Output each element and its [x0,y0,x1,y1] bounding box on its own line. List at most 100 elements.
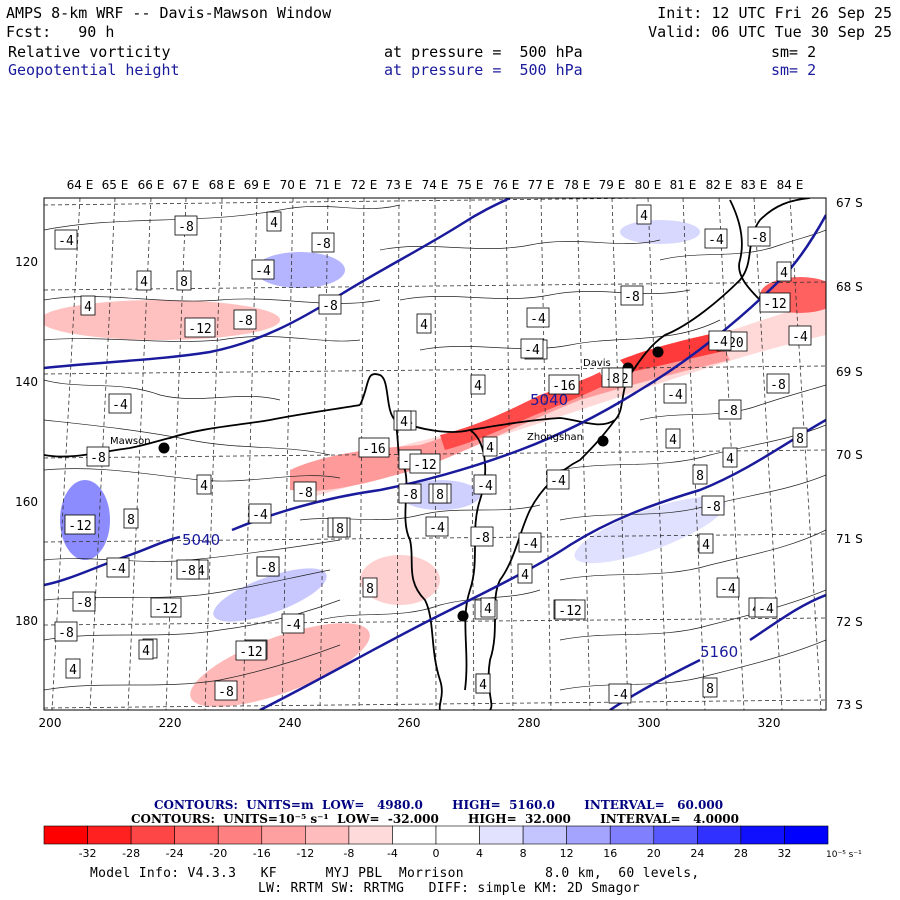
vorticity-label: -8 [72,591,96,612]
svg-text:-8: -8 [624,290,640,305]
svg-text:4: 4 [521,568,529,583]
vort-neg-max2 [620,330,738,372]
svg-text:8: 8 [706,682,714,697]
svg-text:-8: -8 [322,299,338,314]
lon-label: 84 E [777,178,804,192]
vorticity-label: -8 [86,446,110,467]
svg-text:-4: -4 [667,388,683,403]
y-grid-label: 180 [15,614,38,628]
svg-text:-8: -8 [178,220,194,235]
svg-text:4: 4 [400,415,408,430]
svg-text:-8: -8 [297,486,313,501]
svg-text:4: 4 [484,602,492,617]
lon-label: 72 E [351,178,378,192]
forecast-hour: Fcst: 90 h [6,23,115,41]
vorticity-label: 4 [482,436,498,457]
field1-smoothing: sm= 2 [771,43,817,61]
lon-label: 69 E [244,178,271,192]
colorbar-tick: 32 [777,847,791,860]
svg-text:-8: -8 [705,500,721,515]
colorbar-tick: -20 [209,847,227,860]
vorticity-label: -12 [64,514,96,535]
vorticity-label: 4 [698,533,714,554]
vorticity-label: -8 [398,483,422,504]
lat-label: 70 S [836,448,863,462]
vorticity-label: 4 [196,474,212,495]
vorticity-label: 4 [80,295,96,316]
model-info-line2: LW: RRTM SW: RRTMG DIFF: simple KM: 2D S… [258,881,640,896]
svg-text:-4: -4 [58,234,74,249]
colorbar-cell [740,825,785,845]
field2-name: Geopotential height [8,61,180,79]
svg-text:8: 8 [180,275,188,290]
lon-label: 79 E [599,178,626,192]
vorticity-label: -12 [150,597,182,618]
vorticity-label: -8 [176,559,200,580]
lon-label: 81 E [670,178,697,192]
height-contour-info: CONTOURS: UNITS=m LOW= 4980.0 HIGH= 5160… [154,798,724,812]
vorticity-label: -4 [608,683,632,704]
svg-text:4: 4 [420,318,428,333]
svg-text:4: 4 [486,441,494,456]
svg-text:8: 8 [696,469,704,484]
vorticity-label: -4 [788,325,812,346]
colorbar-cell [435,825,480,845]
svg-text:-4: -4 [477,479,493,494]
svg-text:-12: -12 [239,645,262,660]
colorbar-tick: -28 [122,847,140,860]
vorticity-label: 8 [692,464,708,485]
svg-text:8: 8 [612,372,620,387]
colorbar-tick: 8 [520,847,527,860]
svg-text:4: 4 [474,379,482,394]
colorbar-cell [566,825,611,845]
vorticity-label: -8 [747,226,771,247]
vorticity-label: -16 [548,374,580,395]
svg-text:-8: -8 [770,378,786,393]
vorticity-label: 8 [332,517,348,538]
valid-time: Valid: 06 UTC Tue 30 Sep 25 [648,23,892,41]
vorticity-label: 8 [608,367,624,388]
svg-text:4: 4 [200,479,208,494]
left-grid-labels: 120 140 160 180 [15,255,38,628]
colorbar-tick: -16 [253,847,271,860]
vorticity-label: 8 [702,677,718,698]
x-grid-label: 240 [279,716,302,730]
svg-text:8: 8 [336,522,344,537]
zhongshan-station-marker [597,435,609,447]
lon-label: 66 E [138,178,165,192]
vorticity-label: 4 [517,563,533,584]
svg-text:-4: -4 [720,582,736,597]
vorticity-label: -4 [716,577,740,598]
svg-text:-12: -12 [558,604,581,619]
lon-label: 77 E [528,178,555,192]
mawson-station-marker [158,442,170,454]
vorticity-label: 4 [136,270,152,291]
colorbar-tick: -24 [166,847,184,860]
vort-pos-mid [213,568,327,622]
lon-label: 74 E [422,178,449,192]
colorbar-cell [305,825,350,845]
bottom-grid-labels: 200 220 240 260 280 300 320 [39,716,781,730]
vorticity-label: 4 [475,673,491,694]
vort-pos-n [255,252,345,288]
vorticity-label: 4 [665,428,681,449]
vorticity-label: -12 [759,292,791,313]
svg-text:-4: -4 [708,233,724,248]
vorticity-label: 8 [792,427,808,448]
vorticity-label: -4 [54,229,78,250]
colorbar-tick: 12 [560,847,574,860]
colorbar-tick: -32 [79,847,97,860]
station-name-zhongshan: Zhongshan [527,432,583,443]
top-longitude-labels: 64 E 65 E 66 E 67 E 68 E 69 E 70 E 71 E … [67,178,804,192]
vorticity-label: 4 [266,211,282,232]
colorbar-cell [522,825,567,845]
lon-label: 64 E [67,178,94,192]
svg-text:-8: -8 [76,596,92,611]
colorbar-cell [784,825,829,845]
colorbar-tick: -4 [387,847,398,860]
svg-text:4: 4 [270,216,278,231]
lon-label: 76 E [493,178,520,192]
vorticity-label: 4 [722,447,738,468]
station-names: Mawson Davis Zhongshan [110,358,611,447]
svg-text:4: 4 [479,678,487,693]
